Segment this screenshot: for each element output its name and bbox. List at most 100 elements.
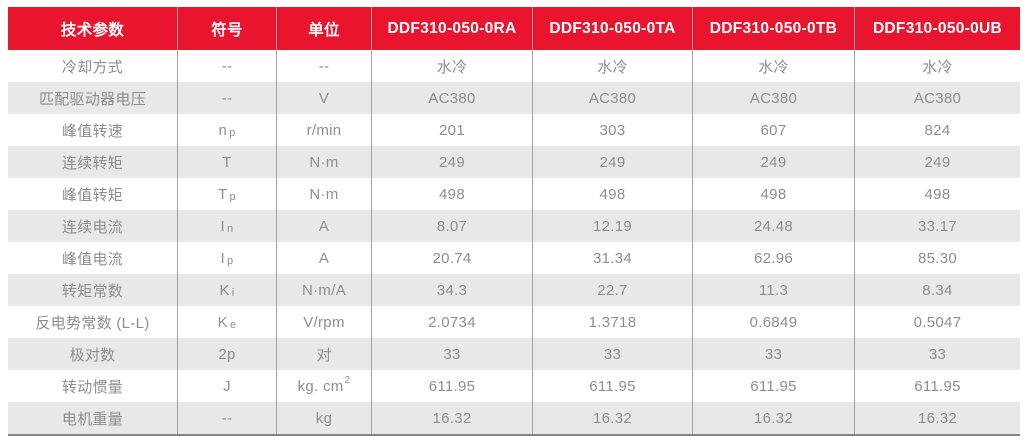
param-label: 转矩常数 — [61, 282, 124, 300]
unit-cell: 对 — [277, 338, 372, 370]
symbol-main: T — [222, 153, 232, 171]
param-label: 峰值转速 — [61, 122, 124, 140]
value-cell: 2.0734 — [372, 306, 533, 338]
unit-cell: -- — [277, 50, 372, 82]
value-cell: 16.32 — [533, 402, 693, 434]
table-row: 匹配驱动器电压 -- V AC380 AC380 AC380 AC380 — [8, 82, 1020, 114]
value-cell: 33.17 — [855, 210, 1020, 242]
unit-cell: V/rpm — [277, 306, 372, 338]
unit-cell: N·m/A — [277, 274, 372, 306]
param-cell: 峰值电流 — [8, 242, 178, 274]
value-cell: 水冷 — [533, 50, 693, 82]
param-cell: 峰值转矩 — [8, 178, 178, 210]
value-cell: 85.30 — [855, 242, 1020, 274]
table-header-row: 技术参数 符号 单位 DDF310-050-0RA DDF310-050-0TA… — [8, 7, 1020, 50]
value-cell: 33 — [855, 338, 1020, 370]
unit-label: kg — [315, 409, 333, 427]
unit-label: N·m — [309, 185, 339, 203]
unit-cell: kg. cm 2 — [277, 370, 372, 402]
param-label: 连续转矩 — [61, 154, 124, 172]
value-cell: 249 — [533, 146, 693, 178]
unit-cell: A — [277, 210, 372, 242]
unit-cell: kg — [277, 402, 372, 434]
value-cell: AC380 — [533, 82, 693, 114]
param-label: 冷却方式 — [61, 58, 124, 76]
symbol-main: -- — [221, 57, 233, 75]
unit-label: -- — [318, 57, 330, 75]
value-cell: 498 — [693, 178, 855, 210]
table-row: 冷却方式 -- -- 水冷 水冷 水冷 水冷 — [8, 50, 1020, 82]
value-cell: 62.96 — [693, 242, 855, 274]
param-cell: 峰值转速 — [8, 114, 178, 146]
unit-label: A — [318, 249, 330, 267]
symbol-cell: -- — [178, 402, 277, 434]
param-label: 反电势常数 (L-L) — [35, 314, 150, 332]
unit-label: kg. cm — [297, 377, 344, 395]
param-label: 峰值转矩 — [61, 186, 124, 204]
value-cell: 22.7 — [533, 274, 693, 306]
table-row: 转动惯量 J kg. cm 2 611.95 611.95 611.95 611.… — [8, 370, 1020, 402]
value-cell: 498 — [855, 178, 1020, 210]
value-cell: 33 — [533, 338, 693, 370]
symbol-subscript: i — [231, 287, 235, 299]
value-cell: 水冷 — [693, 50, 855, 82]
value-cell: 16.32 — [372, 402, 533, 434]
spec-table: 技术参数 符号 单位 DDF310-050-0RA DDF310-050-0TA… — [8, 7, 1020, 436]
value-cell: 31.34 — [533, 242, 693, 274]
param-cell: 连续转矩 — [8, 146, 178, 178]
symbol-subscript: e — [229, 319, 237, 331]
column-header-symbol: 符号 — [178, 7, 277, 50]
value-cell: AC380 — [693, 82, 855, 114]
column-header-model-0ta: DDF310-050-0TA — [533, 7, 693, 50]
unit-label: V — [318, 89, 330, 107]
unit-cell: A — [277, 242, 372, 274]
value-cell: 249 — [855, 146, 1020, 178]
symbol-cell: -- — [178, 82, 277, 114]
symbol-main: J — [223, 377, 231, 395]
symbol-main: -- — [221, 409, 233, 427]
unit-label: N·m/A — [302, 281, 346, 299]
value-cell: 498 — [533, 178, 693, 210]
value-cell: 303 — [533, 114, 693, 146]
value-cell: 水冷 — [855, 50, 1020, 82]
symbol-main: K — [217, 313, 228, 331]
column-header-unit: 单位 — [277, 7, 372, 50]
value-cell: 249 — [372, 146, 533, 178]
param-cell: 匹配驱动器电压 — [8, 82, 178, 114]
value-cell: AC380 — [855, 82, 1020, 114]
param-label: 极对数 — [69, 346, 116, 364]
value-cell: 201 — [372, 114, 533, 146]
value-cell: 1.3718 — [533, 306, 693, 338]
param-label: 连续电流 — [61, 218, 124, 236]
symbol-subscript: p — [229, 127, 236, 139]
symbol-main: I — [220, 249, 226, 267]
param-label: 电机重量 — [61, 410, 124, 428]
value-cell: 11.3 — [693, 274, 855, 306]
column-header-model-0tb: DDF310-050-0TB — [693, 7, 855, 50]
unit-cell: r/min — [277, 114, 372, 146]
value-cell: 24.48 — [693, 210, 855, 242]
param-cell: 连续电流 — [8, 210, 178, 242]
symbol-cell: T — [178, 146, 277, 178]
param-cell: 冷却方式 — [8, 50, 178, 82]
value-cell: 16.32 — [693, 402, 855, 434]
unit-label: V/rpm — [303, 313, 345, 331]
value-cell: 611.95 — [693, 370, 855, 402]
unit-label: N·m — [309, 153, 339, 171]
table-row: 连续转矩 T N·m 249 249 249 249 — [8, 146, 1020, 178]
symbol-main: n — [218, 121, 228, 139]
value-cell: 0.6849 — [693, 306, 855, 338]
symbol-subscript: p — [227, 255, 234, 267]
param-cell: 极对数 — [8, 338, 178, 370]
value-cell: 824 — [855, 114, 1020, 146]
symbol-main: -- — [221, 89, 233, 107]
symbol-main: K — [219, 281, 230, 299]
symbol-main: 2p — [218, 345, 236, 363]
